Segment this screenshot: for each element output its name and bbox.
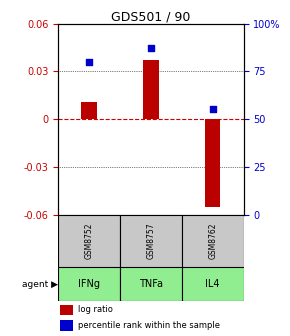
Text: GSM8757: GSM8757 — [146, 222, 155, 259]
Bar — [143, 60, 159, 119]
Bar — [182, 267, 244, 301]
Bar — [60, 320, 73, 331]
Bar — [205, 119, 220, 207]
Bar — [58, 215, 120, 267]
Text: percentile rank within the sample: percentile rank within the sample — [78, 321, 220, 330]
Text: IL4: IL4 — [205, 279, 220, 289]
Text: GSM8762: GSM8762 — [208, 222, 217, 259]
Text: agent ▶: agent ▶ — [22, 280, 58, 289]
Title: GDS501 / 90: GDS501 / 90 — [111, 10, 191, 24]
Bar — [120, 267, 182, 301]
Text: TNFa: TNFa — [139, 279, 163, 289]
Text: GSM8752: GSM8752 — [84, 222, 93, 259]
Text: log ratio: log ratio — [78, 305, 113, 314]
Text: IFNg: IFNg — [78, 279, 100, 289]
Point — [210, 107, 215, 112]
Point — [148, 46, 153, 51]
Bar — [58, 267, 120, 301]
Bar — [81, 101, 97, 119]
Bar — [182, 215, 244, 267]
Bar — [120, 215, 182, 267]
Bar — [60, 304, 73, 316]
Point — [87, 59, 91, 65]
